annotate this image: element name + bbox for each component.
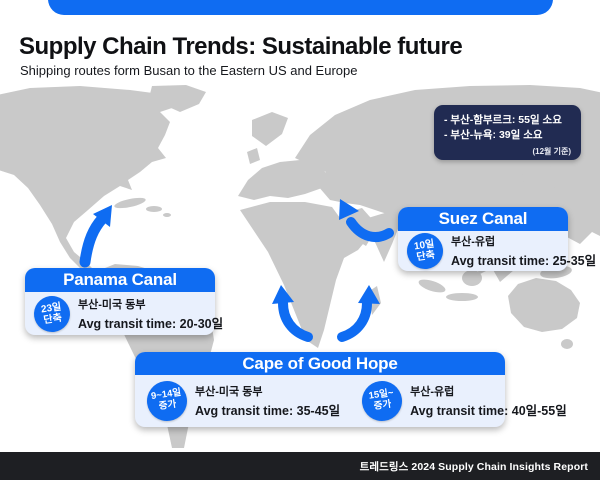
island-caribbean [163, 213, 171, 217]
cape-europe-route-entry: 15일~ 증가 부산-유럽 Avg transit time: 40일-55일 [359, 378, 567, 424]
region-arabia [340, 208, 378, 246]
transit-time: Avg transit time: 25-35일 [451, 254, 597, 268]
route-name: 부산-미국 동부 [78, 298, 146, 311]
region-korea [522, 170, 532, 188]
island-japan-south [543, 186, 555, 194]
days-saved-badge: 23일 단축 [31, 293, 73, 334]
summary-line-hamburg: - 부산-함부르크: 55일 소요 [444, 114, 562, 126]
island-java [446, 293, 478, 301]
page-subtitle: Shipping routes form Busan to the Easter… [20, 63, 358, 78]
continent-africa [240, 202, 368, 348]
cape-of-good-hope-card: Cape of Good Hope 9~14일 증가 부산-미국 동부 Avg … [135, 352, 567, 427]
region-scandinavia [252, 112, 288, 146]
continent-europe [238, 160, 330, 200]
days-added-badge: 15일~ 증가 [359, 378, 405, 424]
cape-us-route-entry: 9~14일 증가 부산-미국 동부 Avg transit time: 35-4… [144, 378, 341, 424]
island-tasmania [561, 339, 573, 349]
route-name: 부산-유럽 [451, 236, 496, 248]
suez-canal-card: Suez Canal 10일 단축 부산-유럽 Avg transit time… [398, 207, 596, 272]
transit-time: Avg transit time: 20-30일 [78, 316, 224, 331]
island-sumatra [418, 279, 446, 293]
days-added-badge: 9~14일 증가 [144, 378, 190, 424]
route-name: 부산-유럽 [410, 386, 455, 398]
top-accent-bar [48, 0, 553, 15]
panama-route-entry: 23일 단축 부산-미국 동부 Avg transit time: 20-30일 [31, 293, 224, 334]
badge-label: 단축 [42, 312, 63, 326]
island-hispaniola [146, 206, 162, 212]
summary-line-newyork: - 부산-뉴욕: 39일 소요 [444, 129, 543, 142]
panama-canal-card-title: Panama Canal [25, 268, 215, 292]
island-madagascar [368, 286, 381, 315]
island-britain [247, 148, 260, 164]
badge-label: 증가 [158, 398, 178, 413]
continent-australia [508, 278, 580, 332]
island-cuba [114, 197, 146, 209]
cape-west-route-arrow-icon [272, 285, 313, 342]
continent-north-america [0, 86, 172, 272]
panama-route-arrow-icon [79, 205, 112, 268]
suez-route-arrow-icon [339, 199, 394, 242]
transit-time: Avg transit time: 40일-55일 [410, 404, 567, 418]
page-title: Supply Chain Trends: Sustainable future [19, 33, 463, 60]
panama-canal-card: Panama Canal 23일 단축 부산-미국 동부 Avg transit… [25, 268, 223, 335]
region-india [366, 212, 400, 262]
cape-east-route-arrow-icon [337, 285, 380, 342]
cape-card-title: Cape of Good Hope [135, 352, 505, 375]
island-borneo [462, 270, 482, 286]
route-name: 부산-미국 동부 [195, 386, 263, 398]
footer-credit: 트레드링스 2024 Supply Chain Insights Report [359, 460, 588, 473]
badge-label: 단축 [415, 249, 436, 264]
days-saved-badge: 10일 단축 [404, 230, 446, 272]
summary-note: (12월 기준) [532, 147, 571, 157]
badge-label: 증가 [373, 398, 393, 413]
continent-greenland [150, 85, 206, 112]
suez-route-entry: 10일 단축 부산-유럽 Avg transit time: 25-35일 [404, 230, 597, 272]
suez-canal-card-title: Suez Canal [398, 207, 568, 231]
transit-time: Avg transit time: 35-45일 [195, 404, 341, 418]
footer-bar: 트레드링스 2024 Supply Chain Insights Report [0, 452, 600, 480]
island-japan [536, 161, 554, 183]
transit-summary-box: - 부산-함부르크: 55일 소요 - 부산-뉴욕: 39일 소요 (12월 기… [434, 105, 581, 160]
